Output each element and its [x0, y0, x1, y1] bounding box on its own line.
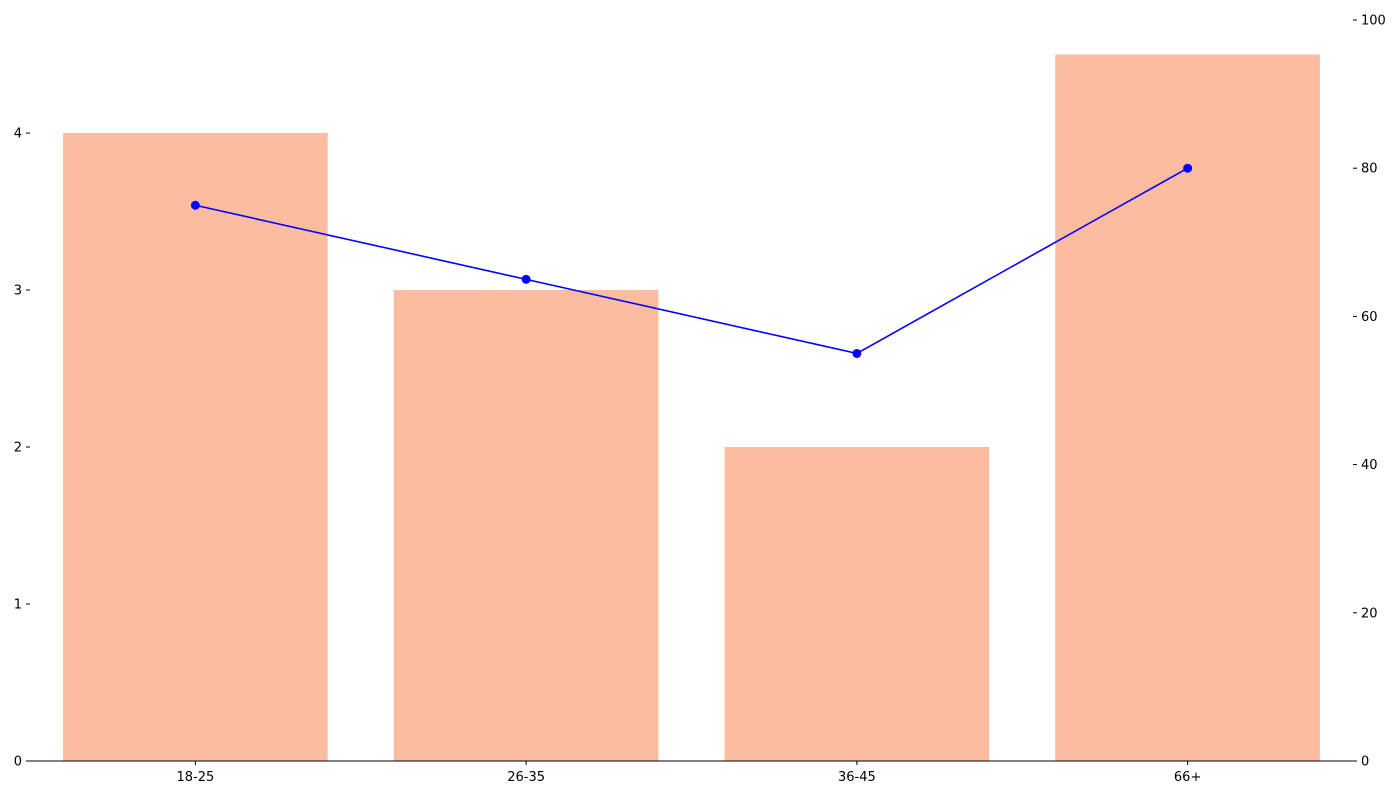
bar-36-45: [724, 447, 990, 761]
left-y-tick-label: 2: [14, 441, 22, 456]
left-y-tick-label: 4: [14, 127, 22, 142]
left-y-tick-label: 1: [14, 598, 22, 613]
left-y-axis: 0 1 2 3 4: [14, 127, 30, 770]
line-point-36-45: [852, 348, 862, 358]
line-point-18-25: [190, 200, 200, 210]
right-y-tick-label: 20: [1361, 606, 1378, 621]
right-y-tick-label: 60: [1361, 310, 1378, 325]
line-point-26-35: [521, 274, 531, 284]
right-y-tick-label: 80: [1361, 162, 1378, 177]
line-markers: [190, 163, 1193, 358]
bar-18-25: [63, 133, 328, 761]
right-y-tick-label: 0: [1361, 755, 1369, 770]
line-series: [195, 167, 1189, 355]
right-y-tick-label: 100: [1361, 14, 1386, 29]
x-axis: 18-25 26-35 36-45 66+: [176, 761, 1201, 785]
line-point-66+: [1183, 163, 1193, 173]
right-y-axis: 0 20 40 60 80 100: [1353, 14, 1386, 770]
left-y-tick-label: 0: [14, 755, 22, 770]
x-tick-label: 36-45: [838, 770, 876, 785]
bar-66+: [1055, 54, 1320, 761]
x-tick-label: 26-35: [507, 770, 545, 785]
right-y-tick-label: 40: [1361, 458, 1378, 473]
bar-26-35: [393, 290, 659, 761]
x-tick-label: 66+: [1174, 770, 1201, 785]
left-y-tick-label: 3: [14, 284, 22, 299]
x-tick-label: 18-25: [176, 770, 214, 785]
bar-series: [63, 54, 1320, 761]
